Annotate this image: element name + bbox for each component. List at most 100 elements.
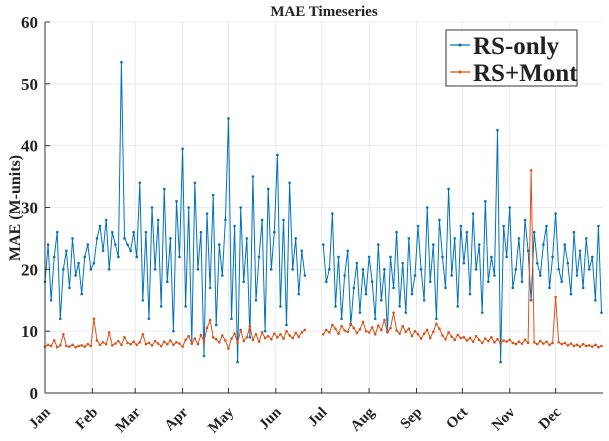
data-point-rs-only (401, 261, 405, 265)
data-point-rs-only (328, 268, 331, 271)
data-point-rs-mont (468, 336, 472, 340)
data-point-rs-only (493, 274, 496, 277)
data-point-rs-mont (68, 345, 71, 348)
data-point-rs-mont (340, 324, 343, 328)
data-point-rs-mont (159, 344, 163, 348)
data-point-rs-mont (587, 344, 591, 347)
data-point-rs-mont (529, 169, 533, 172)
data-point-rs-mont (123, 336, 126, 339)
data-point-rs-mont (300, 331, 304, 334)
data-point-rs-mont (480, 341, 484, 345)
x-tick-label-mar: Mar (113, 404, 145, 436)
data-point-rs-mont (117, 339, 120, 343)
data-point-rs-only (416, 224, 420, 228)
data-point-rs-mont (86, 342, 90, 346)
data-point-rs-mont (89, 344, 93, 348)
data-point-rs-only (144, 230, 148, 234)
data-point-rs-mont (584, 344, 588, 348)
data-point-rs-mont (294, 331, 298, 335)
data-point-rs-only (575, 274, 579, 277)
x-tick-label-aug: Aug (348, 404, 379, 435)
data-point-rs-only (545, 224, 548, 228)
data-point-rs-mont (46, 343, 50, 347)
data-point-rs-only (398, 305, 401, 308)
data-point-rs-mont (435, 322, 438, 326)
data-point-rs-only (590, 255, 594, 259)
data-point-rs-mont (236, 341, 239, 345)
data-point-rs-mont (355, 331, 359, 335)
data-point-rs-only (294, 237, 298, 240)
data-point-rs-mont (205, 326, 209, 330)
data-point-rs-only (380, 298, 383, 302)
data-point-rs-mont (542, 342, 545, 345)
data-point-rs-only (343, 274, 346, 277)
data-point-rs-only (496, 128, 499, 132)
data-point-rs-mont (419, 337, 423, 340)
data-point-rs-only (52, 255, 56, 259)
data-point-rs-only (77, 261, 80, 265)
data-point-rs-only (572, 230, 576, 234)
data-point-rs-mont (407, 327, 411, 330)
data-point-rs-only (529, 298, 533, 302)
data-point-rs-only (266, 187, 270, 191)
data-point-rs-mont (132, 340, 135, 343)
data-point-rs-only (324, 280, 328, 284)
data-point-rs-only (499, 360, 502, 364)
legend-label-rs-only: RS-only (473, 33, 560, 60)
data-point-rs-mont (499, 342, 502, 345)
data-point-rs-only (98, 224, 102, 228)
data-point-rs-only (526, 249, 530, 253)
data-point-rs-mont (199, 333, 203, 337)
data-point-rs-mont (447, 331, 450, 334)
data-point-rs-mont (450, 335, 453, 339)
data-point-rs-only (110, 230, 114, 234)
data-point-rs-mont (126, 341, 129, 345)
data-point-rs-only (566, 261, 570, 265)
data-point-rs-mont (254, 332, 258, 336)
data-point-rs-mont (352, 326, 356, 330)
data-point-rs-mont (98, 343, 102, 347)
data-point-rs-only (181, 147, 184, 151)
data-point-rs-only (340, 317, 343, 321)
data-point-rs-only (517, 237, 521, 240)
data-point-rs-only (468, 292, 472, 296)
data-point-rs-mont (291, 336, 294, 340)
data-point-rs-mont (346, 330, 349, 334)
data-point-rs-mont (548, 343, 551, 347)
data-point-rs-mont (392, 311, 395, 314)
data-point-rs-mont (572, 344, 576, 348)
data-point-rs-only (62, 268, 65, 271)
data-point-rs-only (447, 187, 450, 191)
data-point-rs-mont (438, 327, 441, 330)
data-point-rs-mont (77, 344, 80, 348)
data-point-rs-only (49, 298, 53, 302)
data-point-rs-only (74, 274, 77, 277)
data-point-rs-mont (471, 340, 475, 343)
data-point-rs-mont (266, 334, 270, 338)
data-point-rs-only (135, 255, 139, 259)
data-point-rs-only (166, 280, 169, 284)
data-point-rs-mont (138, 340, 142, 344)
data-point-rs-mont (383, 318, 386, 322)
data-point-rs-only (539, 274, 542, 277)
data-point-rs-mont (221, 334, 224, 337)
data-point-rs-mont (202, 340, 206, 343)
data-point-rs-mont (257, 340, 261, 343)
data-point-rs-mont (566, 344, 570, 347)
data-point-rs-only (273, 230, 276, 234)
data-point-rs-only (321, 243, 325, 246)
data-point-rs-only (251, 175, 255, 178)
data-point-rs-mont (465, 339, 469, 342)
x-tick-label-nov: Nov (489, 404, 519, 434)
data-point-rs-mont (578, 345, 582, 348)
data-point-rs-only (444, 286, 447, 290)
data-point-rs-only (535, 261, 539, 265)
data-point-rs-only (254, 298, 258, 302)
x-tick-label-apr: Apr (162, 404, 192, 434)
y-tick-label: 50 (21, 75, 38, 94)
data-point-rs-mont (373, 332, 377, 336)
data-point-rs-only (132, 230, 135, 234)
data-point-rs-mont (245, 336, 249, 339)
data-point-rs-only (224, 218, 227, 222)
